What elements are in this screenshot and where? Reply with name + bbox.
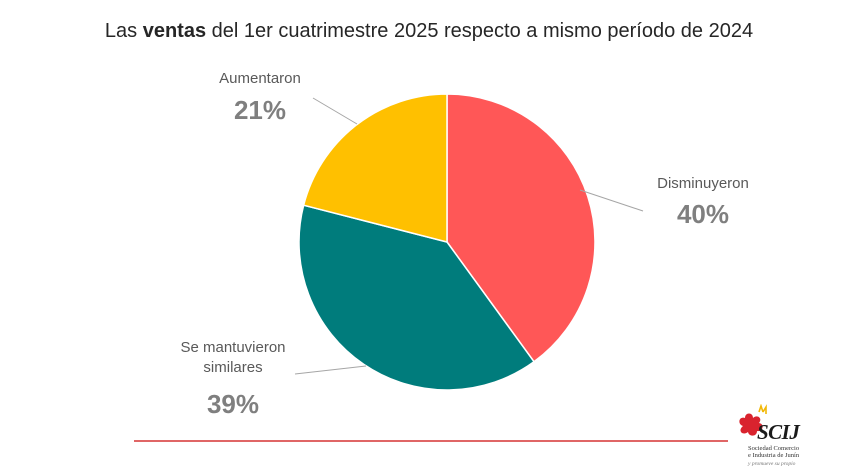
pie-slice-disminuyeron — [446, 93, 596, 363]
slice-label-se-mantuvieron-similares-line-2: similares — [203, 359, 262, 376]
logo-subtitle: Sociedad Comercio e Industria de Junín — [748, 445, 800, 459]
logo-tagline: y promueve su propio — [748, 461, 796, 467]
slice-value-aumentaron: 21% — [234, 95, 286, 125]
footer-divider — [134, 440, 728, 442]
slice-value-disminuyeron: 40% — [677, 199, 729, 229]
title-suffix: del 1er cuatrimestre 2025 respecto a mis… — [206, 20, 754, 42]
slice-value-se-mantuvieron-similares: 39% — [207, 389, 259, 419]
leader-line-disminuyeron — [579, 189, 644, 212]
slice-label-se-mantuvieron-similares-line-1: Se mantuvieron — [180, 339, 285, 356]
logo-mark-icon — [739, 404, 767, 436]
title-prefix: Las — [104, 20, 143, 42]
slice-label-aumentaron: Aumentaron — [219, 70, 301, 87]
leader-line-aumentaron — [312, 97, 358, 125]
title-bold-word: ventas — [142, 20, 207, 42]
pie-slice-aumentaron — [302, 93, 448, 243]
leader-line-se-mantuvieron-similares — [294, 365, 367, 375]
slice-label-disminuyeron: Disminuyeron — [657, 175, 749, 192]
pie-slice-se-mantuvieron-similares — [298, 204, 536, 391]
chart-title: Las ventas del 1er cuatrimestre 2025 res… — [0, 20, 858, 43]
logo-brand: SCIJ — [757, 420, 800, 444]
scij-logo: SCIJ Sociedad Comercio e Industria de Jun… — [733, 404, 817, 472]
